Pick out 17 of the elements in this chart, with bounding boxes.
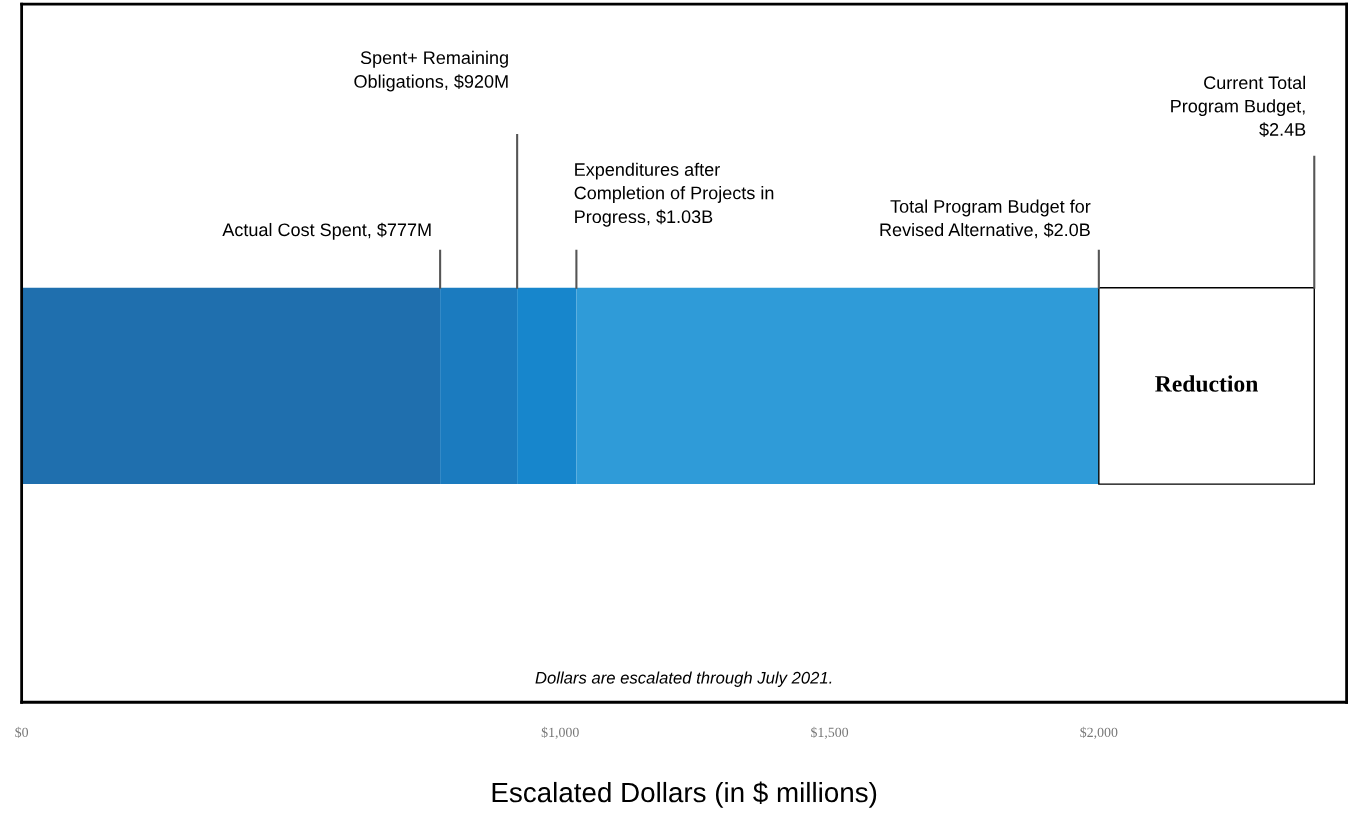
bar [21, 287, 441, 485]
x-tick-label: $2,000 [1080, 726, 1118, 740]
bar [576, 287, 1099, 485]
ref-line-label: Current Total Program Budget, $2.4B [1171, 75, 1306, 137]
ref-line-label: Actual Cost Spent, $777M [222, 222, 431, 240]
x-tick-label: $1,000 [541, 726, 579, 740]
bar [1098, 287, 1315, 485]
x-axis-title: Escalated Dollars (in $ millions) [492, 781, 877, 808]
x-tick-label: $0 [15, 726, 29, 738]
x-tick-label: $1,500 [811, 726, 849, 740]
bar [517, 287, 577, 485]
ref-line-label: Total Program Budget for Revised Alternative, $2.0B [880, 199, 1091, 239]
bar [440, 287, 518, 485]
data-label: Reduction [1155, 375, 1259, 392]
annotation: Dollars are escalated through July 2021. [535, 671, 832, 687]
ref-line-label: Expenditures after Completion of Projects in Progress, $1.03B [574, 162, 774, 227]
ref-line-label: Spent+ Remaining Obligations, $920M [354, 50, 508, 92]
